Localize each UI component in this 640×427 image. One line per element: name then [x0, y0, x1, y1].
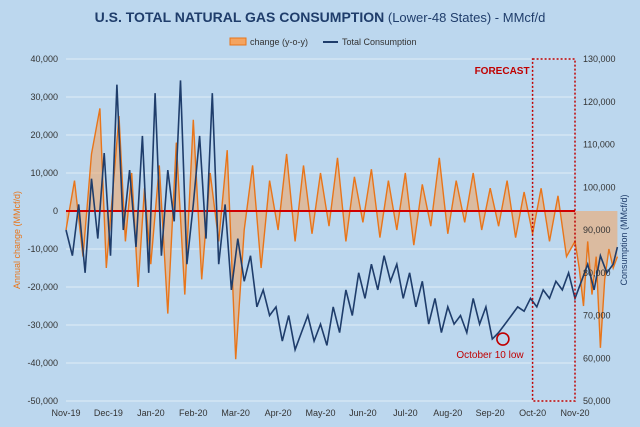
- legend-swatch-change: [229, 37, 247, 46]
- x-tick-label: Oct-20: [519, 408, 546, 418]
- right-tick-label: 130,000: [583, 54, 616, 64]
- forecast-label: FORECAST: [475, 66, 530, 77]
- right-tick-label: 60,000: [583, 353, 611, 363]
- legend: change (y-o-y) Total Consumption: [229, 37, 417, 47]
- left-tick-label: -20,000: [27, 282, 58, 292]
- left-tick-label: -40,000: [27, 358, 58, 368]
- right-tick-label: 90,000: [583, 225, 611, 235]
- left-tick-label: -50,000: [27, 396, 58, 406]
- x-tick-label: Aug-20: [433, 408, 462, 418]
- forecast-box: [531, 58, 576, 402]
- left-axis-ticks: 40,000 30,000 20,000 10,000 0 -10,000 -20,000 -…: [27, 54, 58, 406]
- right-tick-label: 110,000: [583, 140, 615, 150]
- change-line: [65, 108, 619, 360]
- left-tick-label: 10,000: [30, 168, 58, 178]
- legend-label-total: Total Consumption: [342, 37, 417, 47]
- legend-label-change: change (y-o-y): [250, 37, 308, 47]
- x-tick-label: Jun-20: [349, 408, 377, 418]
- right-tick-label: 80,000: [583, 268, 611, 278]
- x-tick-label: Mar-20: [221, 408, 250, 418]
- x-tick-label: Apr-20: [265, 408, 292, 418]
- right-axis-ticks: 130,000 120,000 110,000 100,000 90,000 80,000…: [583, 54, 616, 406]
- left-tick-label: 20,000: [30, 130, 58, 140]
- total-consumption-line: [65, 80, 619, 353]
- left-tick-label: -10,000: [27, 244, 58, 254]
- forecast-region: FORECAST: [475, 58, 576, 402]
- right-tick-label: 50,000: [583, 396, 611, 406]
- chart-title-rest: (Lower-48 States) - MMcf/d: [384, 10, 545, 25]
- left-tick-label: 0: [53, 206, 58, 216]
- x-tick-label: Nov-20: [560, 408, 589, 418]
- total-consumption-series: [65, 80, 619, 353]
- annotation: October 10 low: [456, 332, 524, 361]
- chart-title: U.S. TOTAL NATURAL GAS CONSUMPTION (Lowe…: [95, 9, 546, 25]
- x-tick-label: Feb-20: [179, 408, 208, 418]
- left-tick-label: -30,000: [27, 320, 58, 330]
- x-axis-ticks: Nov-19 Dec-19 Jan-20 Feb-20 Mar-20 Apr-20 May-…: [51, 408, 589, 418]
- right-tick-label: 120,000: [583, 97, 616, 107]
- annotation-label: October 10 low: [456, 350, 524, 361]
- right-tick-label: 100,000: [583, 182, 616, 192]
- x-tick-label: Sep-20: [476, 408, 505, 418]
- left-axis-label: Annual change (MMcf/d): [12, 191, 22, 289]
- annotation-circle: [496, 332, 510, 346]
- x-tick-label: Jan-20: [137, 408, 165, 418]
- left-tick-label: 40,000: [30, 54, 58, 64]
- x-tick-label: May-20: [305, 408, 335, 418]
- right-axis-label: Consumption (MMcf/d): [619, 194, 629, 285]
- chart-title-bold: U.S. TOTAL NATURAL GAS CONSUMPTION: [95, 9, 385, 25]
- right-tick-label: 70,000: [583, 311, 611, 321]
- change-series: [65, 108, 619, 360]
- x-tick-label: Jul-20: [393, 408, 418, 418]
- x-tick-label: Nov-19: [51, 408, 80, 418]
- left-tick-label: 30,000: [30, 92, 58, 102]
- x-tick-label: Dec-19: [94, 408, 123, 418]
